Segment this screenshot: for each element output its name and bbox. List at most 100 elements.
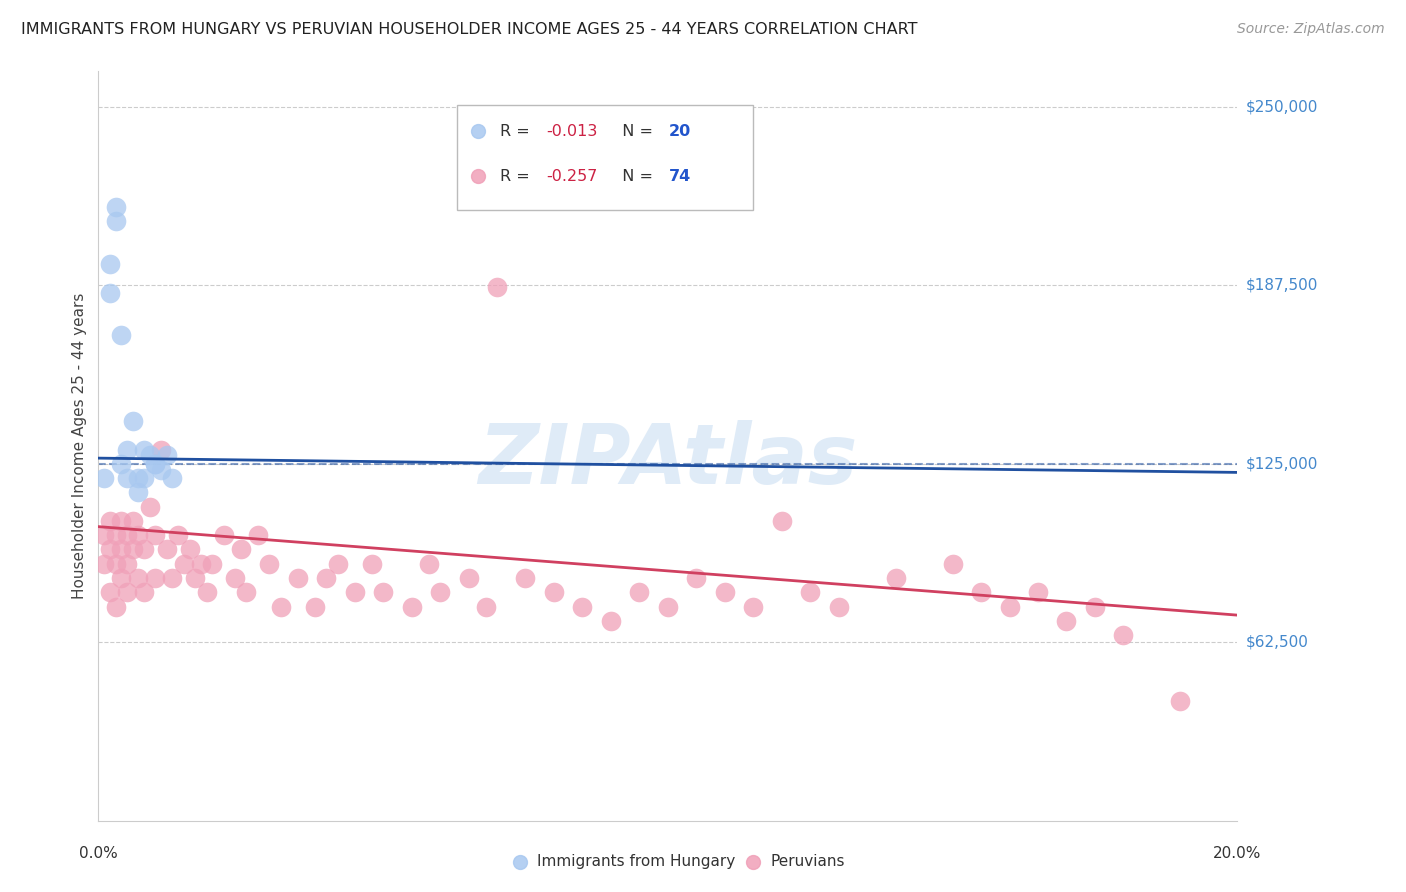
Point (401, 599, 423, 614)
Point (571, 599, 593, 614)
Point (418, 557, 440, 571)
Point (93, 471, 115, 485)
Point (98, 514, 121, 528)
Point (121, 414, 143, 428)
Text: 0.0%: 0.0% (79, 846, 118, 861)
Point (127, 485, 149, 500)
Point (799, 585, 821, 599)
Point (138, 500, 160, 514)
Point (486, 280, 509, 294)
Point (115, 528, 138, 542)
Point (127, 571, 149, 585)
Point (600, 614, 623, 628)
Point (150, 442, 173, 457)
Text: IMMIGRANTS FROM HUNGARY VS PERUVIAN HOUSEHOLDER INCOME AGES 25 - 44 YEARS CORREL: IMMIGRANTS FROM HUNGARY VS PERUVIAN HOUS… (21, 22, 918, 37)
Text: $62,500: $62,500 (1246, 635, 1309, 649)
Point (156, 448, 179, 462)
Point (104, 214, 127, 228)
Point (145, 528, 167, 542)
Point (343, 585, 366, 599)
Point (127, 471, 149, 485)
Point (998, 599, 1021, 614)
Point (628, 585, 651, 599)
Point (104, 599, 127, 614)
Point (110, 542, 132, 557)
Point (162, 571, 184, 585)
Point (770, 514, 793, 528)
Point (115, 557, 138, 571)
Point (360, 557, 382, 571)
Point (229, 542, 252, 557)
Point (98, 257, 121, 271)
Point (184, 571, 207, 585)
Point (98, 285, 121, 300)
Text: -0.013: -0.013 (546, 124, 598, 139)
Point (115, 471, 138, 485)
Text: Source: ZipAtlas.com: Source: ZipAtlas.com (1237, 22, 1385, 37)
Point (121, 514, 143, 528)
Text: 20: 20 (669, 124, 692, 139)
Point (884, 571, 907, 585)
FancyBboxPatch shape (457, 105, 754, 210)
Point (98, 542, 121, 557)
Text: N =: N = (612, 169, 658, 184)
Point (150, 462, 173, 476)
Point (145, 457, 167, 471)
Point (970, 585, 993, 599)
Point (145, 457, 167, 471)
Point (190, 557, 212, 571)
Point (685, 571, 707, 585)
Point (259, 557, 281, 571)
Point (132, 585, 155, 599)
Point (1112, 628, 1135, 642)
Point (138, 448, 160, 462)
Point (104, 557, 127, 571)
Point (429, 585, 451, 599)
Point (110, 571, 132, 585)
Point (1084, 599, 1107, 614)
Point (110, 514, 132, 528)
Point (457, 571, 479, 585)
Point (287, 571, 309, 585)
Point (543, 585, 565, 599)
Point (127, 528, 149, 542)
Point (201, 557, 224, 571)
Point (304, 599, 326, 614)
Point (104, 200, 127, 214)
Point (132, 442, 155, 457)
Text: $250,000: $250,000 (1246, 100, 1317, 114)
Point (246, 528, 269, 542)
Point (115, 442, 138, 457)
Point (110, 328, 132, 343)
Point (270, 599, 292, 614)
Text: -0.257: -0.257 (546, 169, 598, 184)
Text: Peruvians: Peruvians (770, 855, 845, 870)
Point (1026, 585, 1049, 599)
Point (179, 542, 201, 557)
Text: ZIPAtlas: ZIPAtlas (478, 420, 858, 501)
Point (714, 585, 737, 599)
Point (167, 528, 190, 542)
Point (132, 542, 155, 557)
Text: 20.0%: 20.0% (1213, 846, 1261, 861)
Point (657, 599, 679, 614)
Point (742, 599, 765, 614)
Point (1056, 614, 1078, 628)
Text: 74: 74 (669, 169, 692, 184)
Text: $125,000: $125,000 (1246, 457, 1317, 471)
Point (93, 557, 115, 571)
Point (224, 571, 246, 585)
Point (373, 585, 395, 599)
Point (195, 585, 218, 599)
Text: N =: N = (612, 124, 658, 139)
Point (515, 571, 537, 585)
Point (212, 528, 235, 542)
Point (942, 557, 965, 571)
Point (235, 585, 257, 599)
Text: R =: R = (501, 169, 536, 184)
Point (1170, 694, 1192, 708)
Text: $187,500: $187,500 (1246, 278, 1317, 293)
Point (93, 528, 115, 542)
Point (173, 557, 195, 571)
Point (98, 585, 121, 599)
